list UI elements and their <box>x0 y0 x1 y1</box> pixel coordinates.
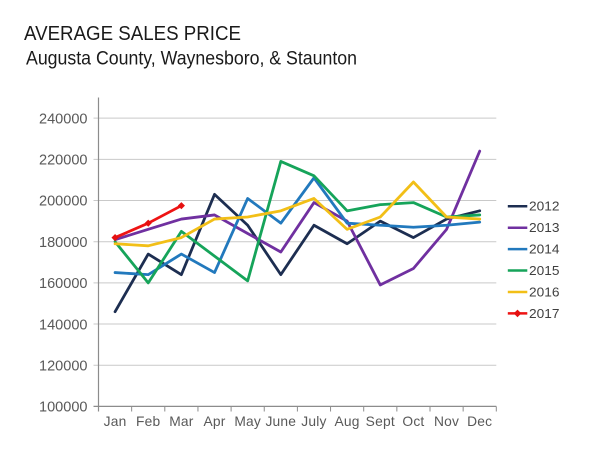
svg-text:180000: 180000 <box>39 235 88 251</box>
svg-text:220000: 220000 <box>39 153 88 169</box>
svg-text:2016: 2016 <box>529 285 560 299</box>
svg-text:Mar: Mar <box>169 414 194 429</box>
svg-text:100000: 100000 <box>39 400 88 416</box>
svg-text:140000: 140000 <box>39 317 88 333</box>
svg-text:Dec: Dec <box>467 414 492 429</box>
svg-text:Nov: Nov <box>434 414 459 429</box>
svg-text:Aug: Aug <box>335 414 360 429</box>
svg-text:Oct: Oct <box>402 414 424 429</box>
svg-text:Jan: Jan <box>104 414 127 429</box>
svg-text:2014: 2014 <box>529 243 560 257</box>
svg-text:Feb: Feb <box>136 414 161 429</box>
svg-text:Apr: Apr <box>203 414 225 429</box>
svg-text:June: June <box>265 414 296 429</box>
svg-text:Augusta County, Waynesboro, &: Augusta County, Waynesboro, & Staunton <box>26 49 357 70</box>
svg-text:120000: 120000 <box>39 358 88 374</box>
svg-text:2013: 2013 <box>529 221 560 235</box>
svg-text:2012: 2012 <box>529 200 560 214</box>
svg-text:160000: 160000 <box>39 276 88 292</box>
svg-text:2017: 2017 <box>529 307 560 321</box>
svg-text:Sept: Sept <box>366 414 395 429</box>
svg-text:240000: 240000 <box>39 111 88 127</box>
svg-text:July: July <box>301 414 326 429</box>
svg-text:2015: 2015 <box>529 264 560 278</box>
svg-text:AVERAGE SALES PRICE: AVERAGE SALES PRICE <box>24 22 241 45</box>
svg-text:May: May <box>234 414 261 429</box>
svg-text:200000: 200000 <box>39 194 88 210</box>
